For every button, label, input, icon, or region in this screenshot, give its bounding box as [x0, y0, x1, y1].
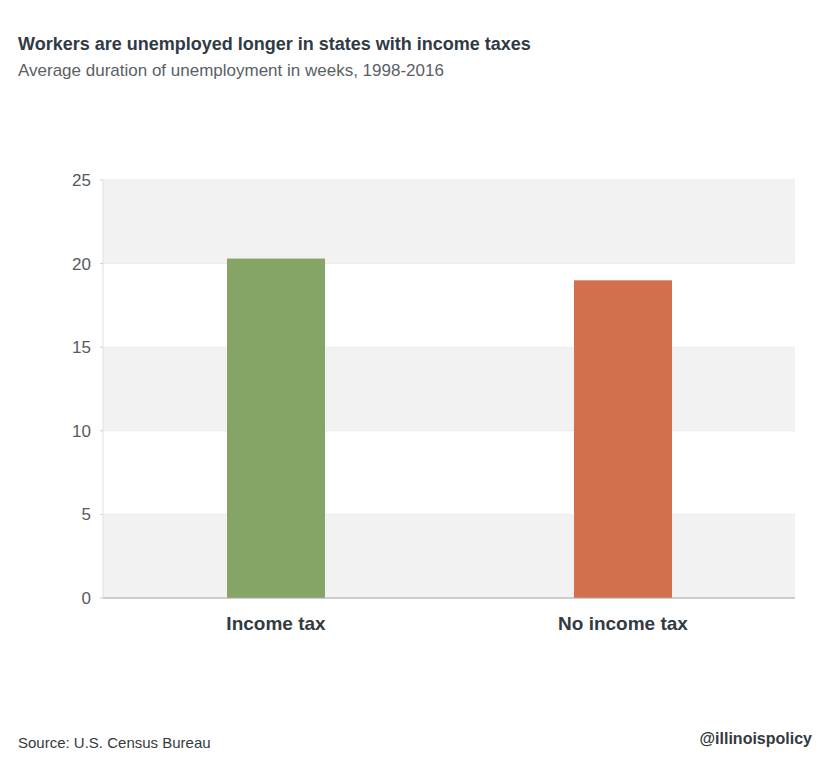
y-tick-label: 25 — [72, 171, 91, 190]
x-tick-label: Income tax — [226, 613, 326, 634]
grid-line — [103, 180, 795, 181]
bar — [574, 280, 672, 598]
bars — [227, 259, 672, 598]
grid-line — [103, 347, 795, 348]
x-tick-label: No income tax — [558, 613, 688, 634]
subtitle: Average duration of unemployment in week… — [18, 61, 444, 80]
y-tick-label: 15 — [72, 338, 91, 357]
y-tick-label: 10 — [72, 422, 91, 441]
title: Workers are unemployed longer in states … — [18, 34, 531, 54]
grid-band — [103, 347, 795, 431]
credit: @illinoispolicy — [699, 730, 812, 747]
grid-line — [103, 598, 795, 599]
y-tick-label: 20 — [72, 255, 91, 274]
x-axis — [103, 597, 795, 598]
chart: Workers are unemployed longer in states … — [0, 0, 840, 773]
grid-line — [103, 430, 795, 431]
source: Source: U.S. Census Bureau — [18, 734, 211, 751]
grid-line — [103, 263, 795, 264]
grid-line — [103, 514, 795, 515]
y-tick-label: 5 — [82, 505, 91, 524]
grid-band — [103, 514, 795, 598]
bar — [227, 259, 325, 598]
y-tick-label: 0 — [82, 589, 91, 608]
y-axis — [103, 180, 104, 598]
grid-band — [103, 180, 795, 264]
